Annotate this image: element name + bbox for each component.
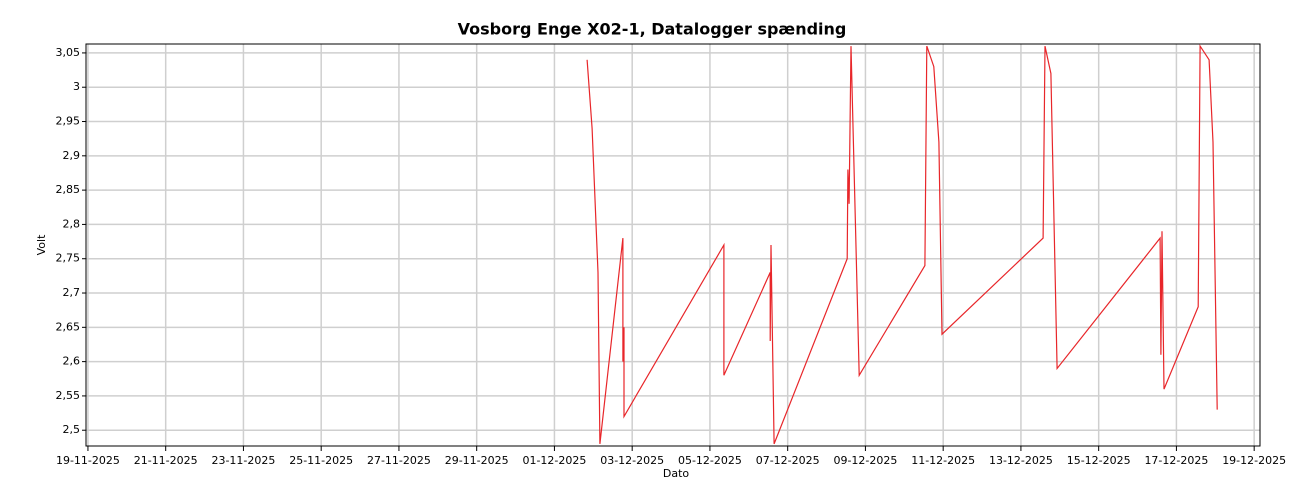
- y-tick-label: 2,7: [63, 286, 81, 299]
- y-tick-label: 3: [73, 80, 80, 93]
- y-tick-label: 2,85: [56, 183, 81, 196]
- y-tick-label: 2,9: [63, 149, 81, 162]
- x-tick-label: 23-11-2025: [211, 454, 275, 467]
- y-tick-label: 2,95: [56, 115, 81, 128]
- x-axis-label: Dato: [663, 467, 690, 480]
- x-tick-label: 19-11-2025: [56, 454, 120, 467]
- y-tick-label: 2,65: [56, 320, 81, 333]
- y-axis-label: Volt: [35, 234, 48, 255]
- x-tick-label: 13-12-2025: [989, 454, 1053, 467]
- y-tick-label: 2,6: [63, 355, 81, 368]
- x-tick-label: 21-11-2025: [134, 454, 198, 467]
- x-tick-label: 05-12-2025: [678, 454, 742, 467]
- data-line: [586, 44, 1218, 445]
- x-tick-label: 25-11-2025: [289, 454, 353, 467]
- y-tick-label: 2,75: [56, 252, 81, 265]
- x-tick-label: 11-12-2025: [911, 454, 975, 467]
- y-tick-label: 2,5: [63, 423, 81, 436]
- x-tick-label: 01-12-2025: [522, 454, 586, 467]
- x-tick-label: 15-12-2025: [1067, 454, 1131, 467]
- y-tick-label: 3,05: [56, 46, 81, 59]
- x-tick-label: 27-11-2025: [367, 454, 431, 467]
- x-tick-label: 09-12-2025: [833, 454, 897, 467]
- x-tick-label: 17-12-2025: [1144, 454, 1208, 467]
- y-tick-label: 2,55: [56, 389, 81, 402]
- x-tick-label: 03-12-2025: [600, 454, 664, 467]
- plot-frame: [85, 43, 1261, 447]
- y-tick-label: 2,8: [63, 217, 81, 230]
- x-tick-label: 07-12-2025: [756, 454, 820, 467]
- chart-title: Vosborg Enge X02-1, Datalogger spænding: [458, 20, 847, 39]
- x-tick-label: 29-11-2025: [445, 454, 509, 467]
- x-tick-label: 19-12-2025: [1222, 454, 1286, 467]
